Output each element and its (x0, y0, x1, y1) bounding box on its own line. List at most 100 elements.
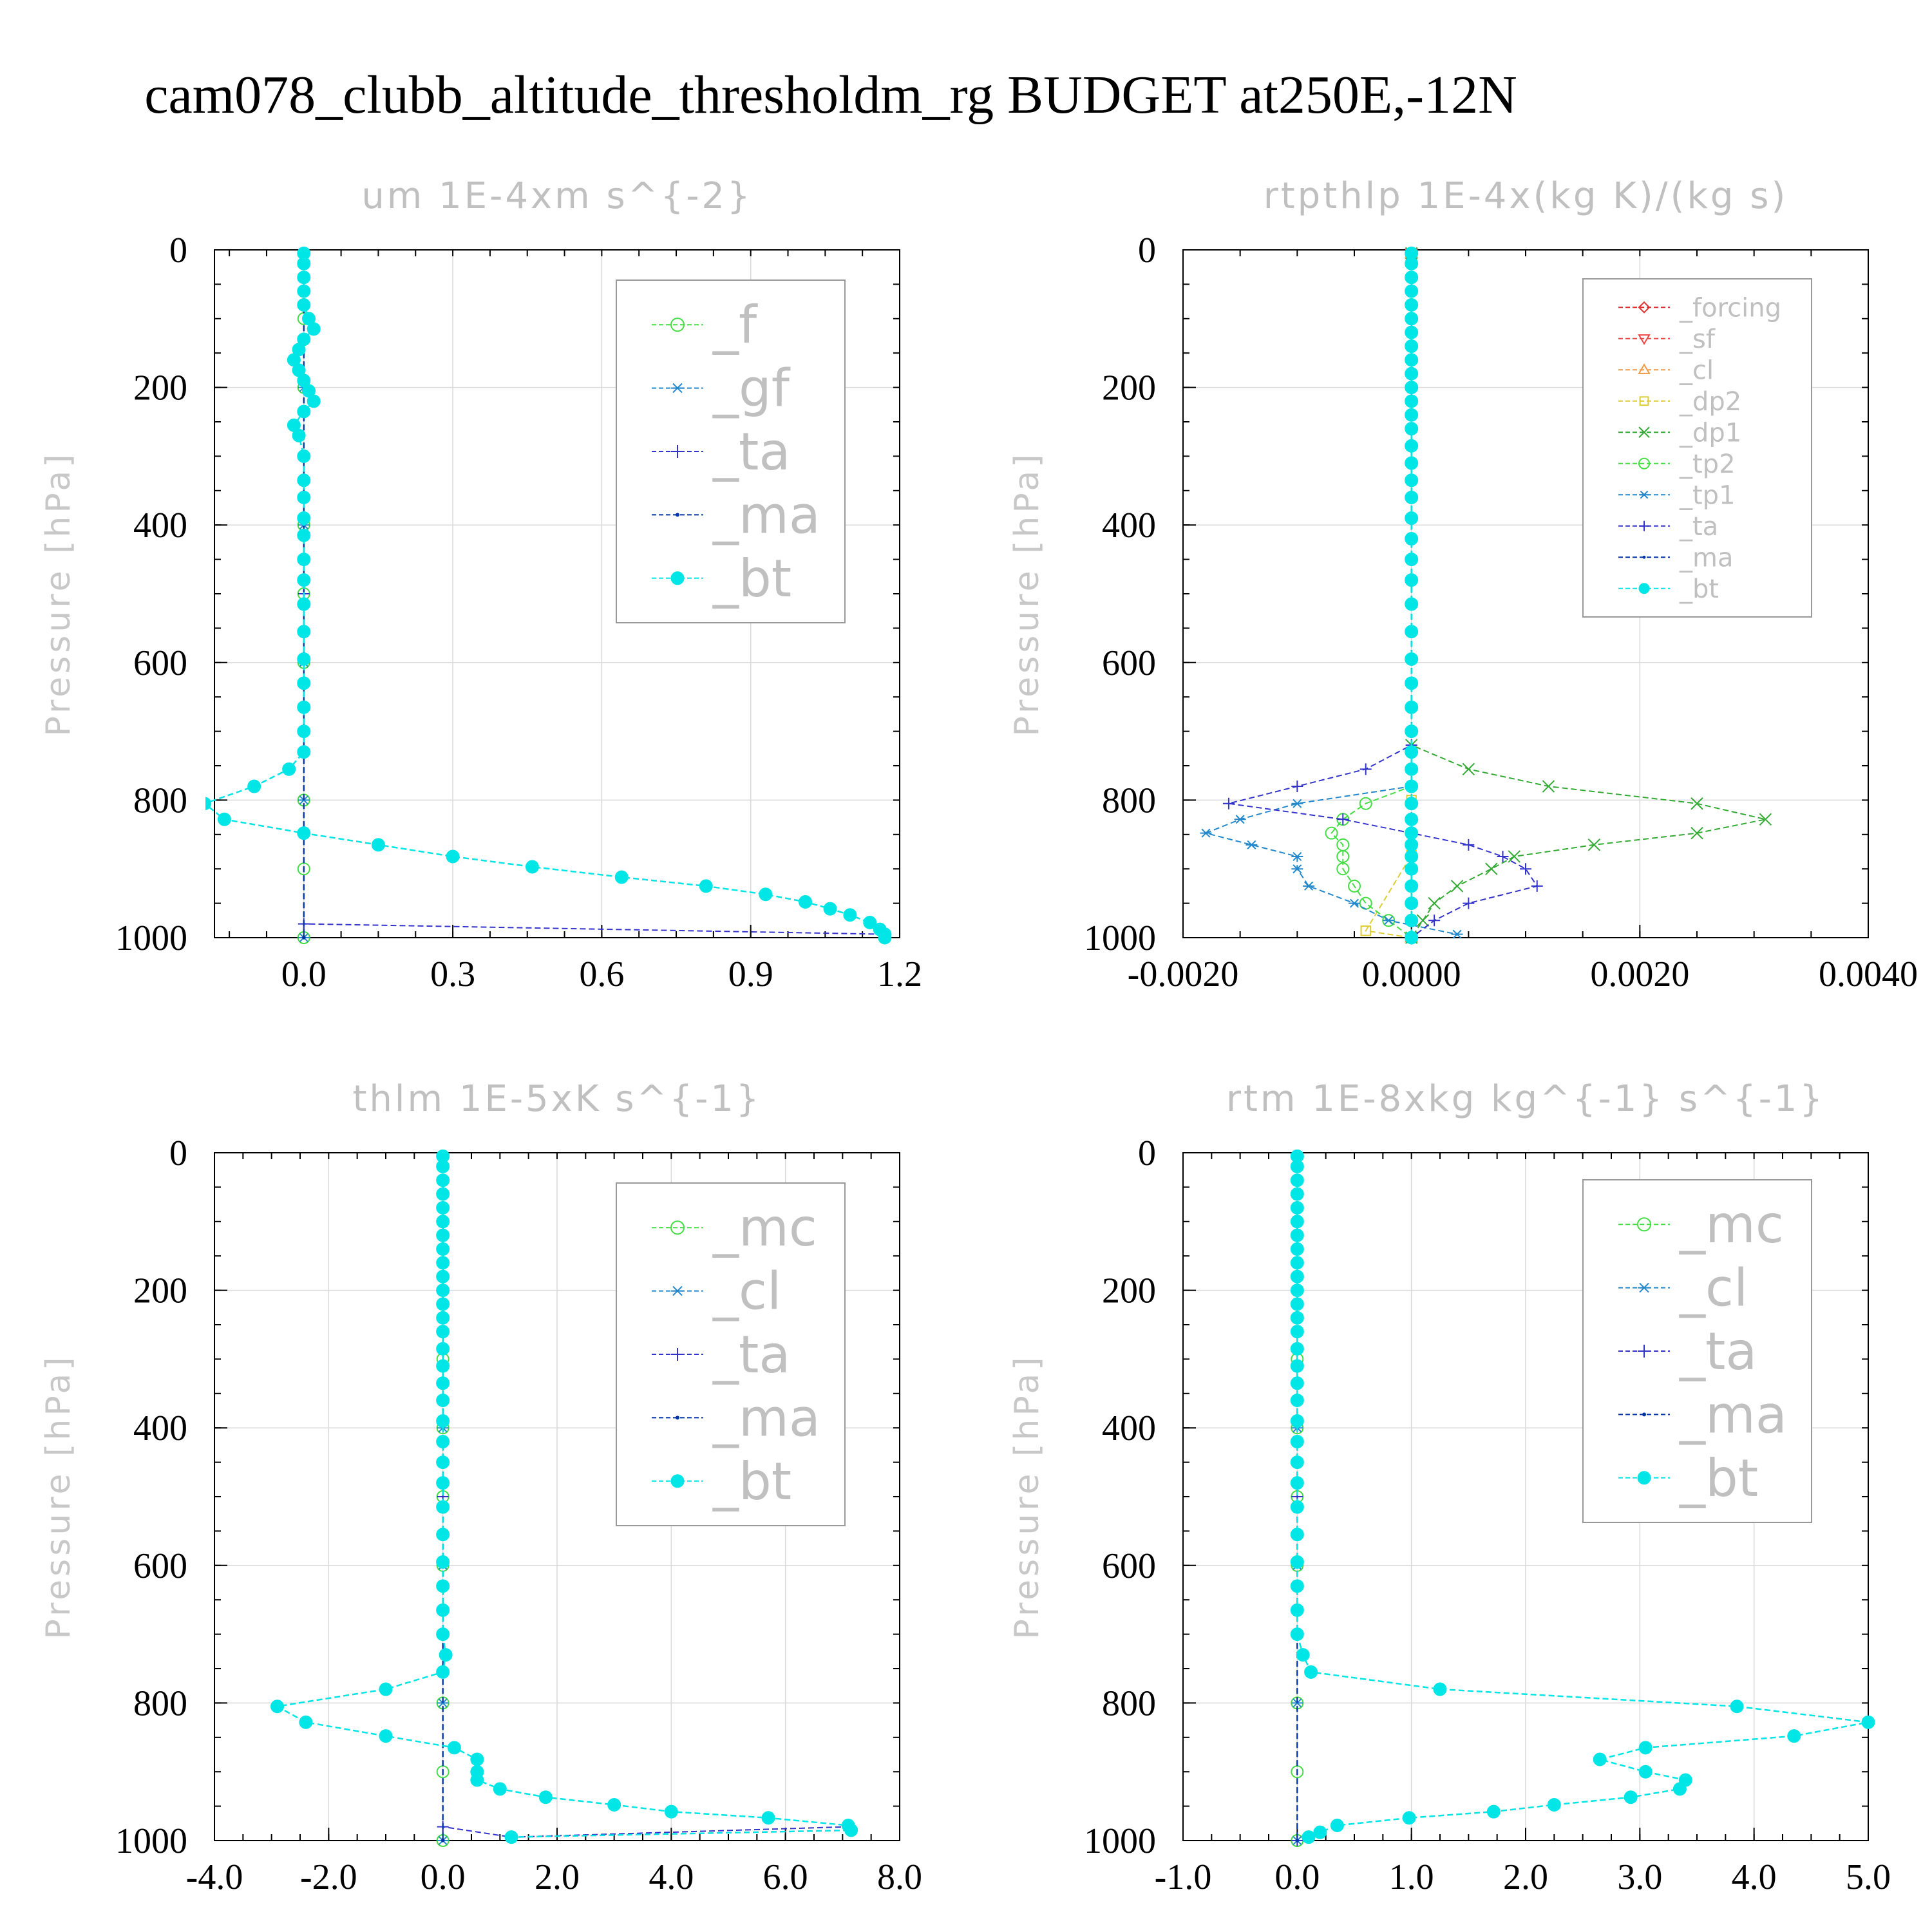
legend-label: _ta (1679, 1321, 1757, 1381)
data-point (436, 1256, 450, 1270)
legend-label: _mc (712, 1198, 817, 1258)
data-point (436, 1500, 450, 1514)
data-point (1313, 1825, 1327, 1839)
data-point (436, 1579, 450, 1593)
panel-title: thlm 1E-5xK s^{-1} (352, 1078, 761, 1120)
panel-title: rtm 1E-8xkg kg^{-1} s^{-1} (1226, 1078, 1825, 1120)
data-point (205, 797, 212, 811)
data-point (436, 1528, 450, 1542)
legend-marker (1642, 555, 1646, 559)
legend-label: _bt (1679, 1448, 1758, 1508)
data-point (297, 528, 311, 542)
data-point (292, 428, 306, 442)
data-point (436, 1455, 450, 1470)
data-point (1405, 896, 1419, 911)
legend-label: _f (712, 295, 758, 355)
data-point (297, 404, 311, 419)
x-tick-label: 6.0 (763, 1857, 808, 1897)
data-point (1222, 797, 1235, 810)
data-point (1405, 625, 1419, 639)
data-point (297, 256, 311, 270)
data-point (1290, 1187, 1304, 1201)
data-point (538, 1790, 553, 1804)
x-tick-label: 1.0 (1389, 1857, 1434, 1897)
data-point (1730, 1700, 1744, 1714)
data-point (1200, 828, 1212, 838)
data-point (297, 490, 311, 504)
data-point (436, 1376, 450, 1390)
data-point (1405, 366, 1419, 381)
x-tick-label: 3.0 (1617, 1857, 1662, 1897)
legend-marker (1639, 396, 1649, 406)
data-point (436, 1414, 450, 1428)
data-point (436, 1555, 450, 1569)
data-point (504, 1830, 518, 1844)
data-point (297, 553, 311, 567)
y-tick-label: 200 (133, 1271, 187, 1311)
data-point (1462, 762, 1475, 776)
data-point (1463, 897, 1475, 909)
legend-label: _dp1 (1679, 418, 1741, 448)
data-point (297, 745, 311, 759)
data-point (1290, 1455, 1304, 1470)
series-tp2 (1325, 247, 1418, 944)
data-point (1405, 676, 1419, 690)
data-point (1520, 863, 1531, 875)
legend-marker (670, 571, 685, 585)
data-point (1547, 1797, 1561, 1812)
series-group (1290, 1149, 1875, 1847)
data-point (1405, 298, 1419, 312)
data-point (1290, 1603, 1304, 1617)
data-point (446, 849, 460, 864)
legend-label: _tp1 (1679, 480, 1736, 510)
y-tick-label: 800 (1102, 781, 1156, 820)
data-point (1290, 1325, 1304, 1339)
legend-label: _dp2 (1679, 387, 1741, 417)
legend-label: _ta (712, 422, 790, 482)
data-point (1405, 532, 1419, 546)
legend-marker (1637, 1471, 1651, 1485)
data-point (1405, 838, 1419, 852)
data-point (436, 1393, 450, 1407)
data-point (1405, 511, 1419, 526)
x-tick-label: -1.0 (1155, 1857, 1212, 1897)
data-point (1290, 1579, 1304, 1593)
data-point (1405, 762, 1419, 776)
data-point (282, 762, 296, 776)
panels: um 1E-4xm s^{-2} Pressure [hPa] 0.0 0.3 0.6 0… (39, 175, 1918, 1897)
series-ta (1222, 247, 1543, 943)
y-tick-label: 400 (133, 1408, 187, 1448)
data-point (1234, 815, 1246, 824)
data-point (470, 1773, 484, 1787)
data-point (436, 1627, 450, 1642)
data-point (1291, 851, 1303, 861)
legend-marker (671, 383, 684, 393)
panel-title: um 1E-4xm s^{-2} (361, 175, 752, 217)
data-point (1428, 896, 1441, 910)
legend: _forcing_sf_cl_dp2_dp1_tp2_tp1_ta_ma_bt (1582, 278, 1812, 618)
y-tick-label: 0 (1138, 231, 1156, 270)
data-point (1405, 353, 1419, 367)
data-point (1330, 1819, 1344, 1833)
data-point (1405, 456, 1419, 470)
data-point (1290, 1376, 1304, 1390)
y-tick-label: 600 (133, 1546, 187, 1586)
data-point (298, 795, 310, 805)
data-point (1405, 745, 1419, 759)
data-point (247, 779, 261, 793)
data-point (1348, 879, 1361, 893)
y-tick-label: 600 (1102, 1546, 1156, 1586)
data-point (1405, 256, 1419, 270)
legend-label: _mc (1679, 1195, 1784, 1255)
x-tick-label: 0.0040 (1819, 954, 1918, 994)
data-point (843, 908, 857, 922)
series-group (1200, 246, 1772, 945)
series-line (1228, 253, 1539, 938)
data-point (436, 1269, 450, 1283)
data-point (379, 1682, 393, 1696)
legend-marker (1638, 334, 1651, 345)
y-tick-label: 800 (133, 1683, 187, 1723)
legend-label: _cl (1679, 1258, 1748, 1318)
data-point (436, 1476, 450, 1490)
